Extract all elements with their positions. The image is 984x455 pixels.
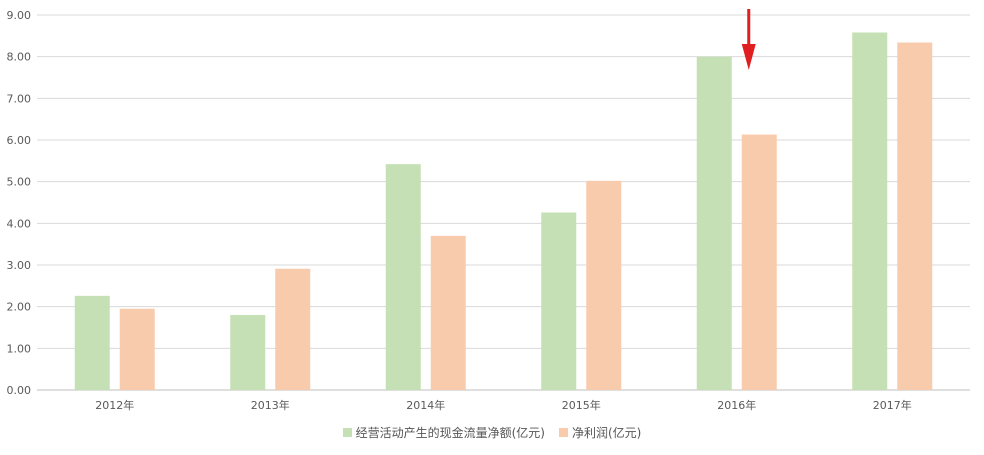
x-tick-label: 2016年 [717,398,756,412]
y-tick-label: 5.00 [7,176,32,189]
bar-net-profit [275,268,311,390]
y-tick-label: 0.00 [7,384,32,397]
y-tick-label: 3.00 [7,259,32,272]
legend-swatch-net-profit [559,428,568,437]
bar-cashflow [385,164,421,390]
annotation-arrow-head [741,44,756,70]
y-tick-label: 2.00 [7,301,32,314]
bar-cashflow [852,32,888,390]
y-tick-label: 7.00 [7,92,32,105]
x-tick-label: 2012年 [95,398,134,412]
bar-net-profit [119,308,155,390]
x-tick-label: 2017年 [873,398,912,412]
legend-label-cashflow: 经营活动产生的现金流量净额(亿元) [355,426,545,440]
x-tick-label: 2015年 [562,398,601,412]
legend-item-net-profit: 净利润(亿元) [559,424,641,441]
bar-cashflow [696,56,732,391]
bar-cashflow [230,315,266,390]
x-tick-label: 2014年 [406,398,445,412]
legend-label-net-profit: 净利润(亿元) [572,426,642,440]
bar-cashflow [541,212,577,390]
legend-item-cashflow: 经营活动产生的现金流量净额(亿元) [342,424,545,441]
legend: 经营活动产生的现金流量净额(亿元) 净利润(亿元) [0,424,984,441]
y-tick-label: 1.00 [7,342,32,355]
bar-net-profit [430,235,466,390]
y-tick-label: 9.00 [7,9,32,22]
bar-net-profit [586,180,622,390]
bar-net-profit [897,42,933,390]
bar-cashflow [74,295,110,390]
x-tick-label: 2013年 [251,398,290,412]
y-tick-label: 4.00 [7,217,32,230]
y-tick-label: 6.00 [7,134,32,147]
y-tick-label: 8.00 [7,51,32,64]
legend-swatch-cashflow [342,428,352,437]
bar-net-profit [741,134,777,390]
